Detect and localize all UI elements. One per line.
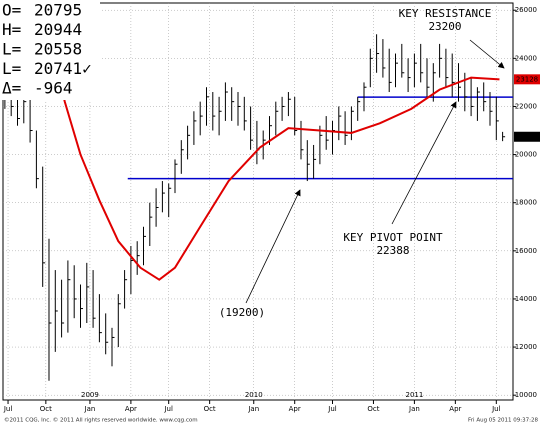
quote-label: L= <box>2 59 21 78</box>
copyright: ©2011 CQG, Inc. © 2011 All rights reserv… <box>4 417 198 424</box>
arrow <box>391 101 457 225</box>
annotation: 22388 <box>376 244 409 257</box>
quote-label: H= <box>2 20 21 39</box>
y-tick-label: 12000 <box>515 343 537 351</box>
annotation: KEY RESISTANCE <box>399 7 492 20</box>
quote-value: 20795 <box>34 1 82 20</box>
x-tick-label: Apr <box>449 405 461 413</box>
y-tick-label: 18000 <box>515 199 537 207</box>
y-tick-label: 24000 <box>515 54 537 62</box>
moving-average <box>54 60 500 281</box>
annotation: (19200) <box>219 306 265 319</box>
year-label: 2010 <box>245 391 263 399</box>
x-tick-label: Jul <box>163 405 173 413</box>
x-tick-label: Jul <box>491 405 501 413</box>
y-tick-label: 14000 <box>515 295 537 303</box>
x-tick-label: Jan <box>84 405 96 413</box>
x-tick-label: Jan <box>247 405 259 413</box>
quote-box <box>0 0 100 100</box>
y-tick-label: 16000 <box>515 247 537 255</box>
x-tick-label: Jul <box>3 405 13 413</box>
year-label: 2011 <box>405 391 423 399</box>
arrow <box>245 189 301 304</box>
x-tick-label: Jan <box>408 405 420 413</box>
quote-value: 20741✓ <box>34 59 92 78</box>
quote-label: Δ= <box>2 79 21 98</box>
price-marker-label: 23128 <box>516 75 538 83</box>
quote-value: -964 <box>34 79 73 98</box>
price-marker <box>514 131 540 142</box>
y-tick-label: 10000 <box>515 391 537 399</box>
annotation: KEY PIVOT POINT <box>343 231 443 244</box>
x-tick-label: Oct <box>204 405 216 413</box>
price-marker <box>514 74 540 85</box>
y-tick-label: 26000 <box>515 6 537 14</box>
arrow <box>469 39 505 69</box>
timestamp: Fri Aug 05 2011 09:37:28 <box>468 418 538 424</box>
x-tick-label: Oct <box>367 405 379 413</box>
x-tick-label: Apr <box>125 405 137 413</box>
quote-value: 20558 <box>34 40 82 59</box>
price-marker-label: 20741 <box>516 133 538 141</box>
x-tick-label: Jul <box>327 405 337 413</box>
quote-value: 20944 <box>34 20 82 39</box>
quote-label: O= <box>2 1 21 20</box>
y-tick-label: 20000 <box>515 151 537 159</box>
x-tick-label: Apr <box>289 405 301 413</box>
year-label: 2009 <box>81 391 99 399</box>
x-tick-label: Oct <box>40 405 52 413</box>
quote-label: L= <box>2 40 21 59</box>
annotation: 23200 <box>428 20 461 33</box>
y-tick-label: 22000 <box>515 102 537 110</box>
